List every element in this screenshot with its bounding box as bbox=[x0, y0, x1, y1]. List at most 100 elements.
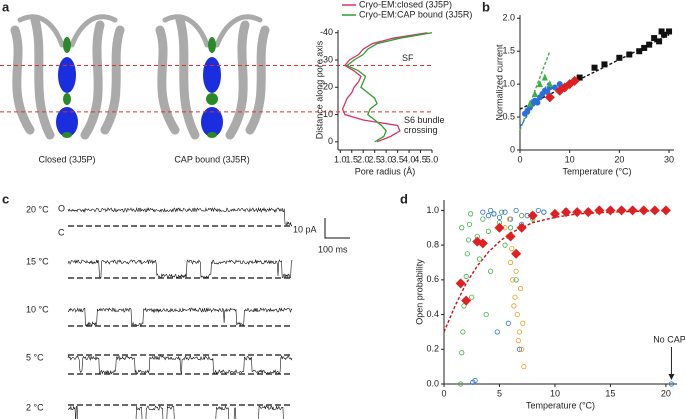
point bbox=[541, 73, 548, 81]
point bbox=[658, 28, 665, 35]
point bbox=[519, 346, 525, 352]
point bbox=[616, 54, 623, 61]
y-tick-label: 1.0 bbox=[502, 79, 515, 89]
point bbox=[605, 205, 616, 216]
point bbox=[627, 205, 638, 216]
point bbox=[656, 38, 663, 45]
point bbox=[458, 381, 464, 387]
scale-current: 10 pA bbox=[293, 224, 317, 234]
point bbox=[514, 311, 520, 318]
point bbox=[509, 246, 515, 252]
point bbox=[510, 277, 516, 283]
point bbox=[505, 320, 511, 326]
point bbox=[494, 329, 500, 335]
point bbox=[641, 44, 648, 51]
annotation: crossing bbox=[404, 125, 438, 135]
x-tick-label: 4.5 bbox=[414, 154, 427, 164]
point bbox=[526, 99, 533, 107]
point bbox=[507, 259, 514, 266]
x-tick-label: 2.0 bbox=[357, 154, 370, 164]
point bbox=[480, 209, 486, 215]
x-tick-label: 3.0 bbox=[380, 154, 393, 164]
point bbox=[638, 205, 649, 216]
y-tick-label: -10 bbox=[320, 109, 333, 119]
point bbox=[506, 216, 513, 222]
point bbox=[455, 278, 466, 289]
point bbox=[572, 207, 583, 218]
point bbox=[536, 80, 543, 88]
y-tick-label: -40 bbox=[320, 27, 333, 37]
open-label: O bbox=[58, 203, 65, 213]
point bbox=[515, 338, 521, 344]
temperature-label: 2 °C bbox=[26, 402, 44, 412]
point bbox=[459, 350, 465, 356]
current-trace bbox=[67, 404, 284, 419]
point bbox=[646, 41, 653, 48]
point bbox=[527, 210, 538, 221]
point bbox=[661, 31, 668, 38]
point bbox=[541, 209, 547, 215]
point bbox=[516, 329, 523, 335]
y-axis-label: Normalized current bbox=[494, 44, 504, 121]
temperature-label: 5 °C bbox=[26, 352, 44, 362]
x-tick-label: 5 bbox=[497, 388, 502, 398]
x-tick-label: 5.0 bbox=[426, 154, 439, 164]
point bbox=[466, 221, 473, 227]
y-tick-label: 1.0 bbox=[426, 205, 439, 215]
x-tick-label: 1.5 bbox=[345, 154, 358, 164]
current-trace bbox=[67, 206, 293, 227]
point bbox=[668, 381, 675, 387]
point bbox=[469, 294, 475, 300]
structure-cap bbox=[155, 14, 270, 140]
point bbox=[517, 285, 524, 292]
x-tick-label: 0 bbox=[441, 388, 446, 398]
x-tick-label: 1.0 bbox=[334, 154, 347, 164]
point bbox=[480, 216, 486, 222]
x-axis-label: Temperature (°C) bbox=[526, 400, 595, 410]
point bbox=[512, 294, 518, 300]
panel-letter: c bbox=[2, 191, 9, 206]
panel-letter: b bbox=[482, 0, 490, 14]
point bbox=[520, 320, 526, 326]
x-tick-label: 20 bbox=[661, 388, 671, 398]
y-tick-label: -20 bbox=[320, 82, 333, 92]
y-tick-label: 1.5 bbox=[502, 46, 515, 56]
point bbox=[485, 228, 491, 234]
point bbox=[521, 364, 527, 370]
point bbox=[556, 81, 563, 88]
x-tick-label: 3.5 bbox=[391, 154, 404, 164]
point bbox=[460, 329, 466, 335]
y-tick-label: 0.2 bbox=[426, 344, 439, 354]
scale-bar bbox=[324, 218, 350, 239]
current-trace bbox=[67, 307, 293, 327]
y-tick-label: 0 bbox=[328, 136, 333, 146]
current-trace bbox=[67, 354, 293, 375]
pore-cap bbox=[201, 37, 223, 138]
y-tick-label: -30 bbox=[320, 54, 333, 64]
point bbox=[546, 80, 553, 88]
closed-label: C bbox=[58, 227, 65, 237]
point bbox=[636, 48, 643, 55]
fit-line bbox=[443, 209, 666, 333]
annotation: S6 bundle bbox=[404, 115, 445, 125]
point bbox=[516, 346, 523, 352]
point bbox=[494, 222, 505, 233]
point bbox=[496, 214, 503, 220]
x-axis-label: Temperature (°C) bbox=[562, 166, 631, 176]
pore-closed bbox=[56, 37, 78, 138]
series-line bbox=[341, 32, 428, 143]
x-tick-label: 15 bbox=[605, 388, 615, 398]
arrow-head bbox=[668, 374, 675, 380]
point bbox=[534, 99, 541, 106]
series-line bbox=[345, 32, 433, 143]
point bbox=[535, 207, 541, 214]
point bbox=[616, 205, 627, 216]
temperature-label: 20 °C bbox=[26, 204, 49, 214]
point bbox=[507, 225, 514, 231]
x-tick-label: 4.0 bbox=[403, 154, 416, 164]
annotation: SF bbox=[402, 53, 414, 63]
point bbox=[511, 248, 522, 259]
structure-closed bbox=[10, 14, 125, 140]
y-tick-label: 2.0 bbox=[502, 13, 515, 23]
